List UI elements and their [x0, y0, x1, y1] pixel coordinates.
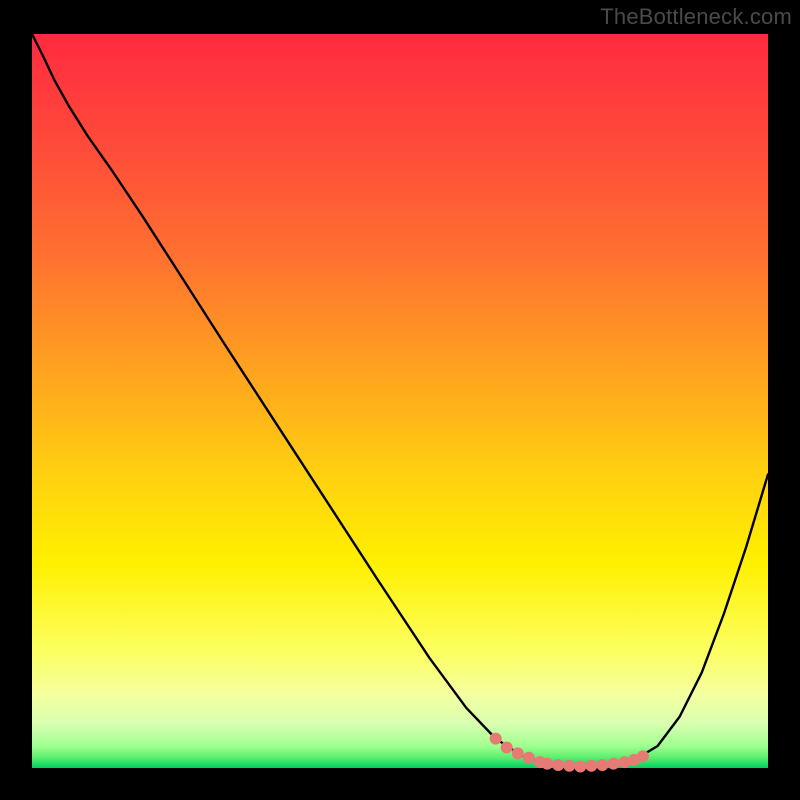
- marker-dot: [574, 761, 586, 773]
- bottleneck-chart: [0, 0, 800, 800]
- marker-dot: [607, 758, 619, 770]
- marker-dot: [490, 733, 502, 745]
- marker-dot: [563, 760, 575, 772]
- marker-dot: [585, 760, 597, 772]
- watermark-text: TheBottleneck.com: [600, 4, 792, 30]
- marker-dot: [552, 759, 564, 771]
- marker-dot: [523, 752, 535, 764]
- chart-root: TheBottleneck.com: [0, 0, 800, 800]
- marker-dot: [501, 741, 513, 753]
- marker-dot: [541, 758, 553, 770]
- marker-dot: [596, 759, 608, 771]
- gradient-background: [32, 34, 768, 768]
- marker-dot: [512, 747, 524, 759]
- marker-dot: [637, 750, 649, 762]
